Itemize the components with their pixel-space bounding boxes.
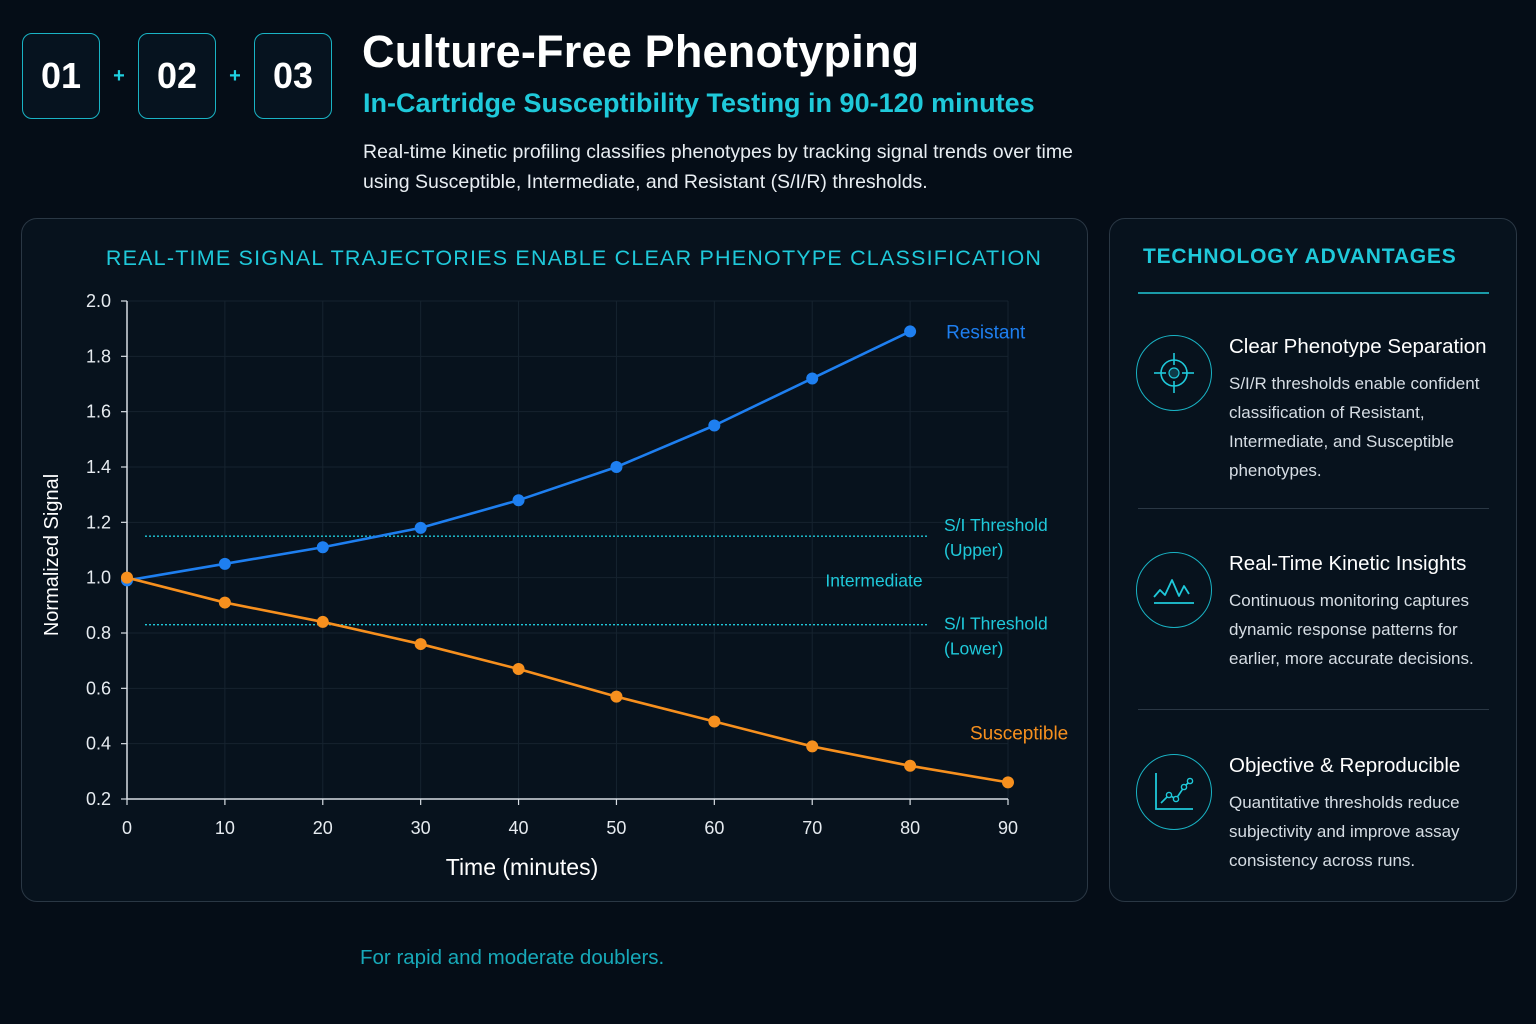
threshold-label: S/I Threshold (944, 515, 1048, 535)
x-tick-label: 70 (802, 818, 822, 838)
x-tick-label: 30 (411, 818, 431, 838)
data-point-susceptible (316, 615, 329, 628)
advantages-heading-rule (1138, 292, 1489, 294)
threshold-label: S/I Threshold (944, 614, 1048, 634)
y-tick-label: 1.0 (86, 568, 111, 588)
x-axis-label: Time (minutes) (446, 854, 599, 880)
page-description: Real-time kinetic profiling classifies p… (363, 141, 1073, 193)
x-tick-label: 10 (215, 818, 235, 838)
series-label-susceptible: Susceptible (970, 723, 1068, 744)
data-point-resistant (904, 325, 917, 338)
advantage-title: Real-Time Kinetic Insights (1229, 552, 1467, 575)
advantage-title: Objective & Reproducible (1229, 754, 1461, 777)
data-point-susceptible (218, 596, 231, 609)
data-point-susceptible (708, 715, 721, 728)
step-01-box: 01 (22, 33, 100, 119)
data-point-susceptible (904, 759, 917, 772)
data-point-susceptible (806, 740, 819, 753)
data-point-susceptible (121, 571, 133, 584)
advantages-panel: TECHNOLOGY ADVANTAGES Clear Phenotype Se… (1109, 218, 1517, 902)
trend-chart-icon (1136, 754, 1212, 830)
kinetic-wave-icon (1136, 552, 1212, 628)
x-tick-label: 50 (606, 818, 626, 838)
advantage-divider (1138, 709, 1489, 710)
step-indicator: 01 + 02 + 03 (22, 33, 332, 119)
series-line-susceptible (126, 576, 1009, 784)
advantage-text: Continuous monitoring captures dynamic r… (1229, 591, 1474, 668)
x-tick-label: 90 (998, 818, 1018, 838)
data-point-resistant (708, 419, 721, 432)
intermediate-zone-label: Intermediate (825, 570, 922, 590)
chart-panel: REAL-TIME SIGNAL TRAJECTORIES ENABLE CLE… (21, 218, 1088, 902)
step-03-box: 03 (254, 33, 332, 119)
advantage-text: Quantitative thresholds reduce subjectiv… (1229, 793, 1460, 870)
x-tick-label: 60 (704, 818, 724, 838)
step-plus-separator: + (229, 64, 241, 87)
x-tick-label: 20 (313, 818, 333, 838)
y-tick-label: 1.8 (86, 346, 111, 366)
threshold-label-qualifier: (Upper) (944, 540, 1003, 560)
y-tick-label: 0.6 (86, 678, 111, 698)
target-icon (1136, 335, 1212, 411)
y-axis-label: Normalized Signal (41, 474, 63, 636)
data-point-susceptible (414, 638, 427, 651)
series-label-resistant: Resistant (946, 322, 1026, 343)
advantages-heading: TECHNOLOGY ADVANTAGES (1143, 245, 1457, 268)
step-plus-separator: + (113, 64, 125, 87)
page-subtitle: In-Cartridge Susceptibility Testing in 9… (363, 88, 1035, 118)
y-tick-label: 0.4 (86, 734, 111, 754)
advantage-divider (1138, 508, 1489, 509)
data-point-resistant (512, 494, 525, 507)
y-tick-label: 1.4 (86, 457, 111, 477)
y-tick-label: 2.0 (86, 291, 111, 311)
data-point-susceptible (610, 690, 623, 703)
step-02-box: 02 (138, 33, 216, 119)
chart-heading: REAL-TIME SIGNAL TRAJECTORIES ENABLE CLE… (106, 246, 1042, 270)
advantage-title: Clear Phenotype Separation (1229, 335, 1487, 358)
data-point-susceptible (1002, 776, 1014, 789)
data-point-resistant (414, 521, 427, 534)
y-tick-label: 1.2 (86, 512, 111, 532)
y-tick-label: 0.8 (86, 623, 111, 643)
signal-trajectory-chart: REAL-TIME SIGNAL TRAJECTORIES ENABLE CLE… (41, 246, 1068, 880)
data-point-resistant (806, 372, 819, 385)
data-point-resistant (610, 461, 623, 473)
y-tick-label: 0.2 (86, 789, 111, 809)
x-tick-label: 40 (509, 818, 529, 838)
data-point-susceptible (512, 662, 525, 675)
x-tick-label: 0 (122, 818, 132, 838)
footnote: For rapid and moderate doublers. (360, 946, 665, 969)
advantage-text: S/I/R thresholds enable confident classi… (1229, 374, 1480, 480)
data-point-resistant (316, 541, 329, 554)
x-tick-label: 80 (900, 818, 920, 838)
y-tick-label: 1.6 (86, 402, 111, 422)
page-title: Culture-Free Phenotyping (362, 26, 920, 77)
data-point-resistant (218, 557, 231, 570)
threshold-label-qualifier: (Lower) (944, 639, 1003, 659)
